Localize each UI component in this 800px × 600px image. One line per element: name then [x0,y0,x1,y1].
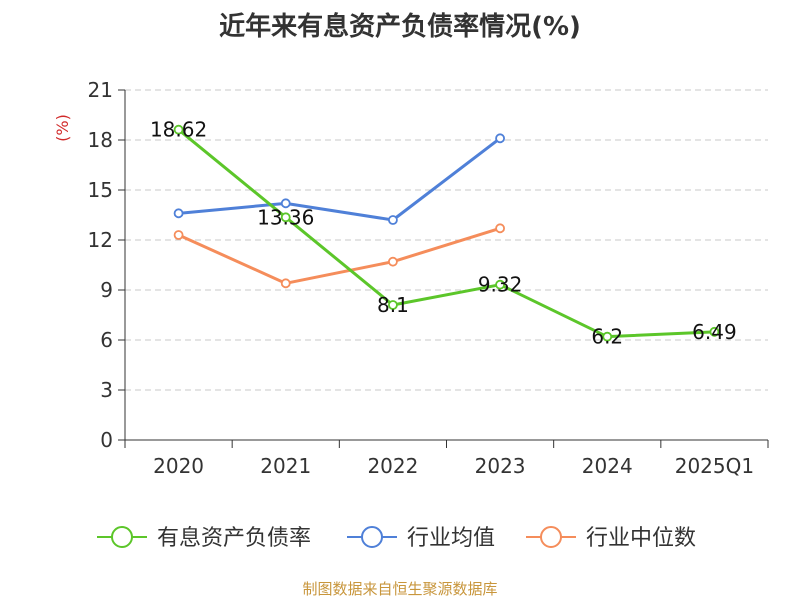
y-tick-label: 18 [88,128,113,152]
source-note: 制图数据来自恒生聚源数据库 [302,580,498,598]
legend-marker [361,526,383,548]
data-point [388,215,398,225]
y-tick-label: 15 [88,178,113,202]
x-tick-label: 2025Q1 [675,454,754,478]
data-point [709,326,720,337]
data-point [602,331,613,342]
chart-title: 近年来有息资产负债率情况(%) [219,12,581,42]
y-tick-label: 9 [100,278,113,302]
series-line-2 [177,226,501,285]
data-label: 18.62 [150,118,207,142]
series-line-1 [178,137,501,222]
data-point [280,212,291,223]
y-tick-label: 0 [100,428,113,452]
y-axis-label: (%) [53,114,72,142]
data-point [280,278,291,289]
data-label: 13.36 [257,205,314,229]
data-point [495,279,505,290]
y-tick-label: 21 [88,78,113,102]
data-label: 6.49 [692,320,737,344]
x-tick-label: 2020 [153,454,204,478]
grid-lines [125,89,768,391]
legend-marker [540,526,562,548]
legend-label: 有息资产负债率 [157,526,311,551]
legend: 有息资产负债率 行业均值 行业中位数 [97,526,696,551]
x-tick-label: 2021 [260,454,311,478]
series-line-0 [177,128,715,339]
legend-label: 行业均值 [407,526,495,551]
y-tick-label: 3 [100,378,113,402]
data-point [173,230,184,240]
data-point [388,300,398,310]
data-label: 6.2 [591,325,623,349]
data-label: 8.1 [377,293,409,317]
data-labels: 18.62 13.36 8.1 9.32 6.2 6.49 [150,118,737,349]
y-tick-label: 12 [88,228,113,252]
y-tick-label: 6 [100,328,113,352]
x-tick-label: 2022 [367,454,418,478]
data-point [495,223,505,234]
data-point [173,208,184,219]
axes: 0 3 6 9 12 15 18 21 (%) 2020 2021 2022 2023 2024 2025Q… [53,78,769,478]
data-point [280,198,291,209]
legend-marker [111,526,133,548]
data-point [495,133,505,144]
series-layer [173,124,720,342]
x-tick-label: 2023 [475,454,526,478]
data-point [173,124,184,135]
x-tick-label: 2024 [582,454,633,478]
data-label: 9.32 [478,273,523,297]
legend-label: 行业中位数 [586,526,696,551]
data-point [388,256,398,267]
